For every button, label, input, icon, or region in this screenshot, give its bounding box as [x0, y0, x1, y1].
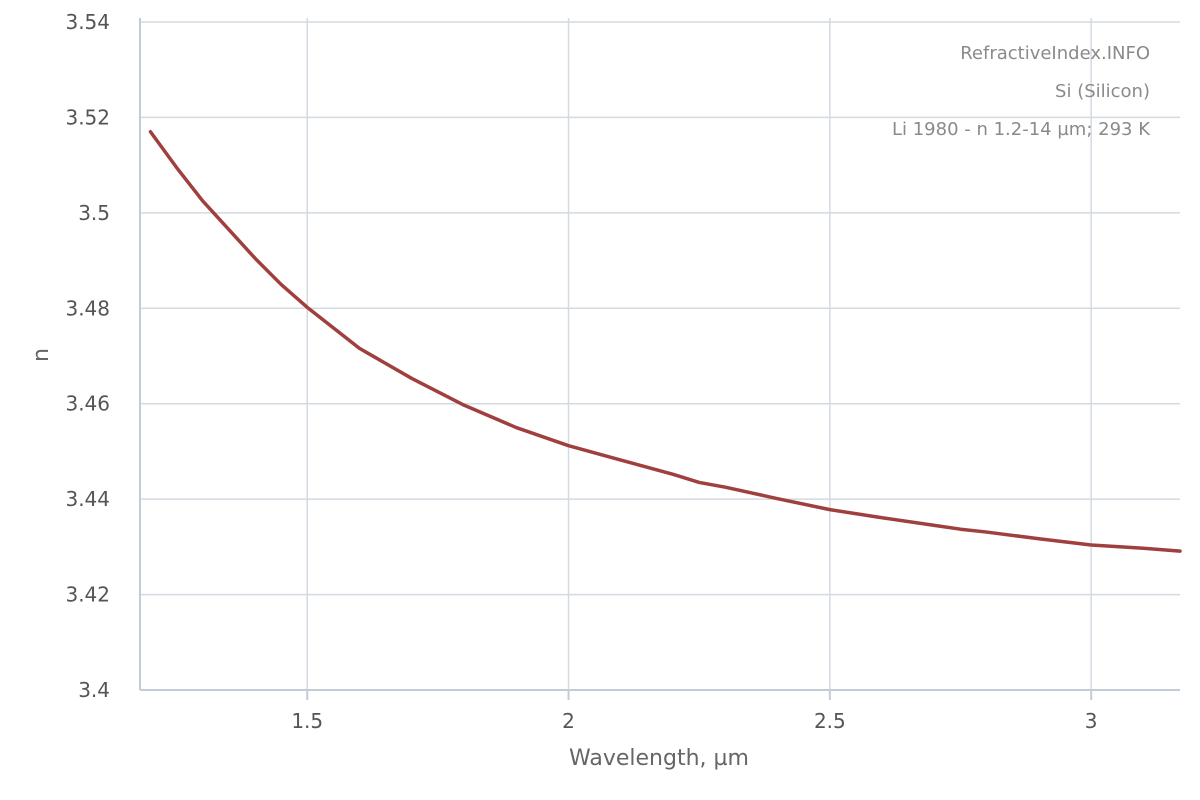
- series-group: [148, 129, 1182, 553]
- x-tick-label: 2.5: [814, 709, 846, 733]
- x-gridlines: [306, 18, 1093, 700]
- x-tick-label: 1.5: [291, 709, 323, 733]
- y-tick-label: 3.48: [65, 296, 110, 320]
- y-tick-label: 3.42: [65, 583, 110, 607]
- y-tick-labels: 3.4 3.42 3.44 3.46 3.48 3.5 3.52 3.54: [65, 10, 110, 702]
- y-tick-label: 3.5: [78, 201, 110, 225]
- x-tick-labels: 1.5 2 2.5 3: [291, 709, 1097, 733]
- dataset-annotation: Li 1980 - n 1.2-14 µm; 293 K: [892, 119, 1151, 140]
- y-tick-label: 3.44: [65, 487, 110, 511]
- y-tick-label: 3.4: [78, 678, 110, 702]
- source-annotation: RefractiveIndex.INFO: [960, 43, 1150, 64]
- material-annotation: Si (Silicon): [1055, 81, 1150, 102]
- x-tick-label: 2: [562, 709, 575, 733]
- x-tick-label: 3: [1085, 709, 1098, 733]
- x-axis-title: Wavelength, µm: [569, 746, 749, 771]
- y-tick-label: 3.54: [65, 10, 110, 34]
- y-axis-title: n: [29, 348, 54, 362]
- y-tick-label: 3.46: [65, 392, 110, 416]
- refractive-index-series-line: [148, 129, 1182, 553]
- y-tick-label: 3.52: [65, 105, 110, 129]
